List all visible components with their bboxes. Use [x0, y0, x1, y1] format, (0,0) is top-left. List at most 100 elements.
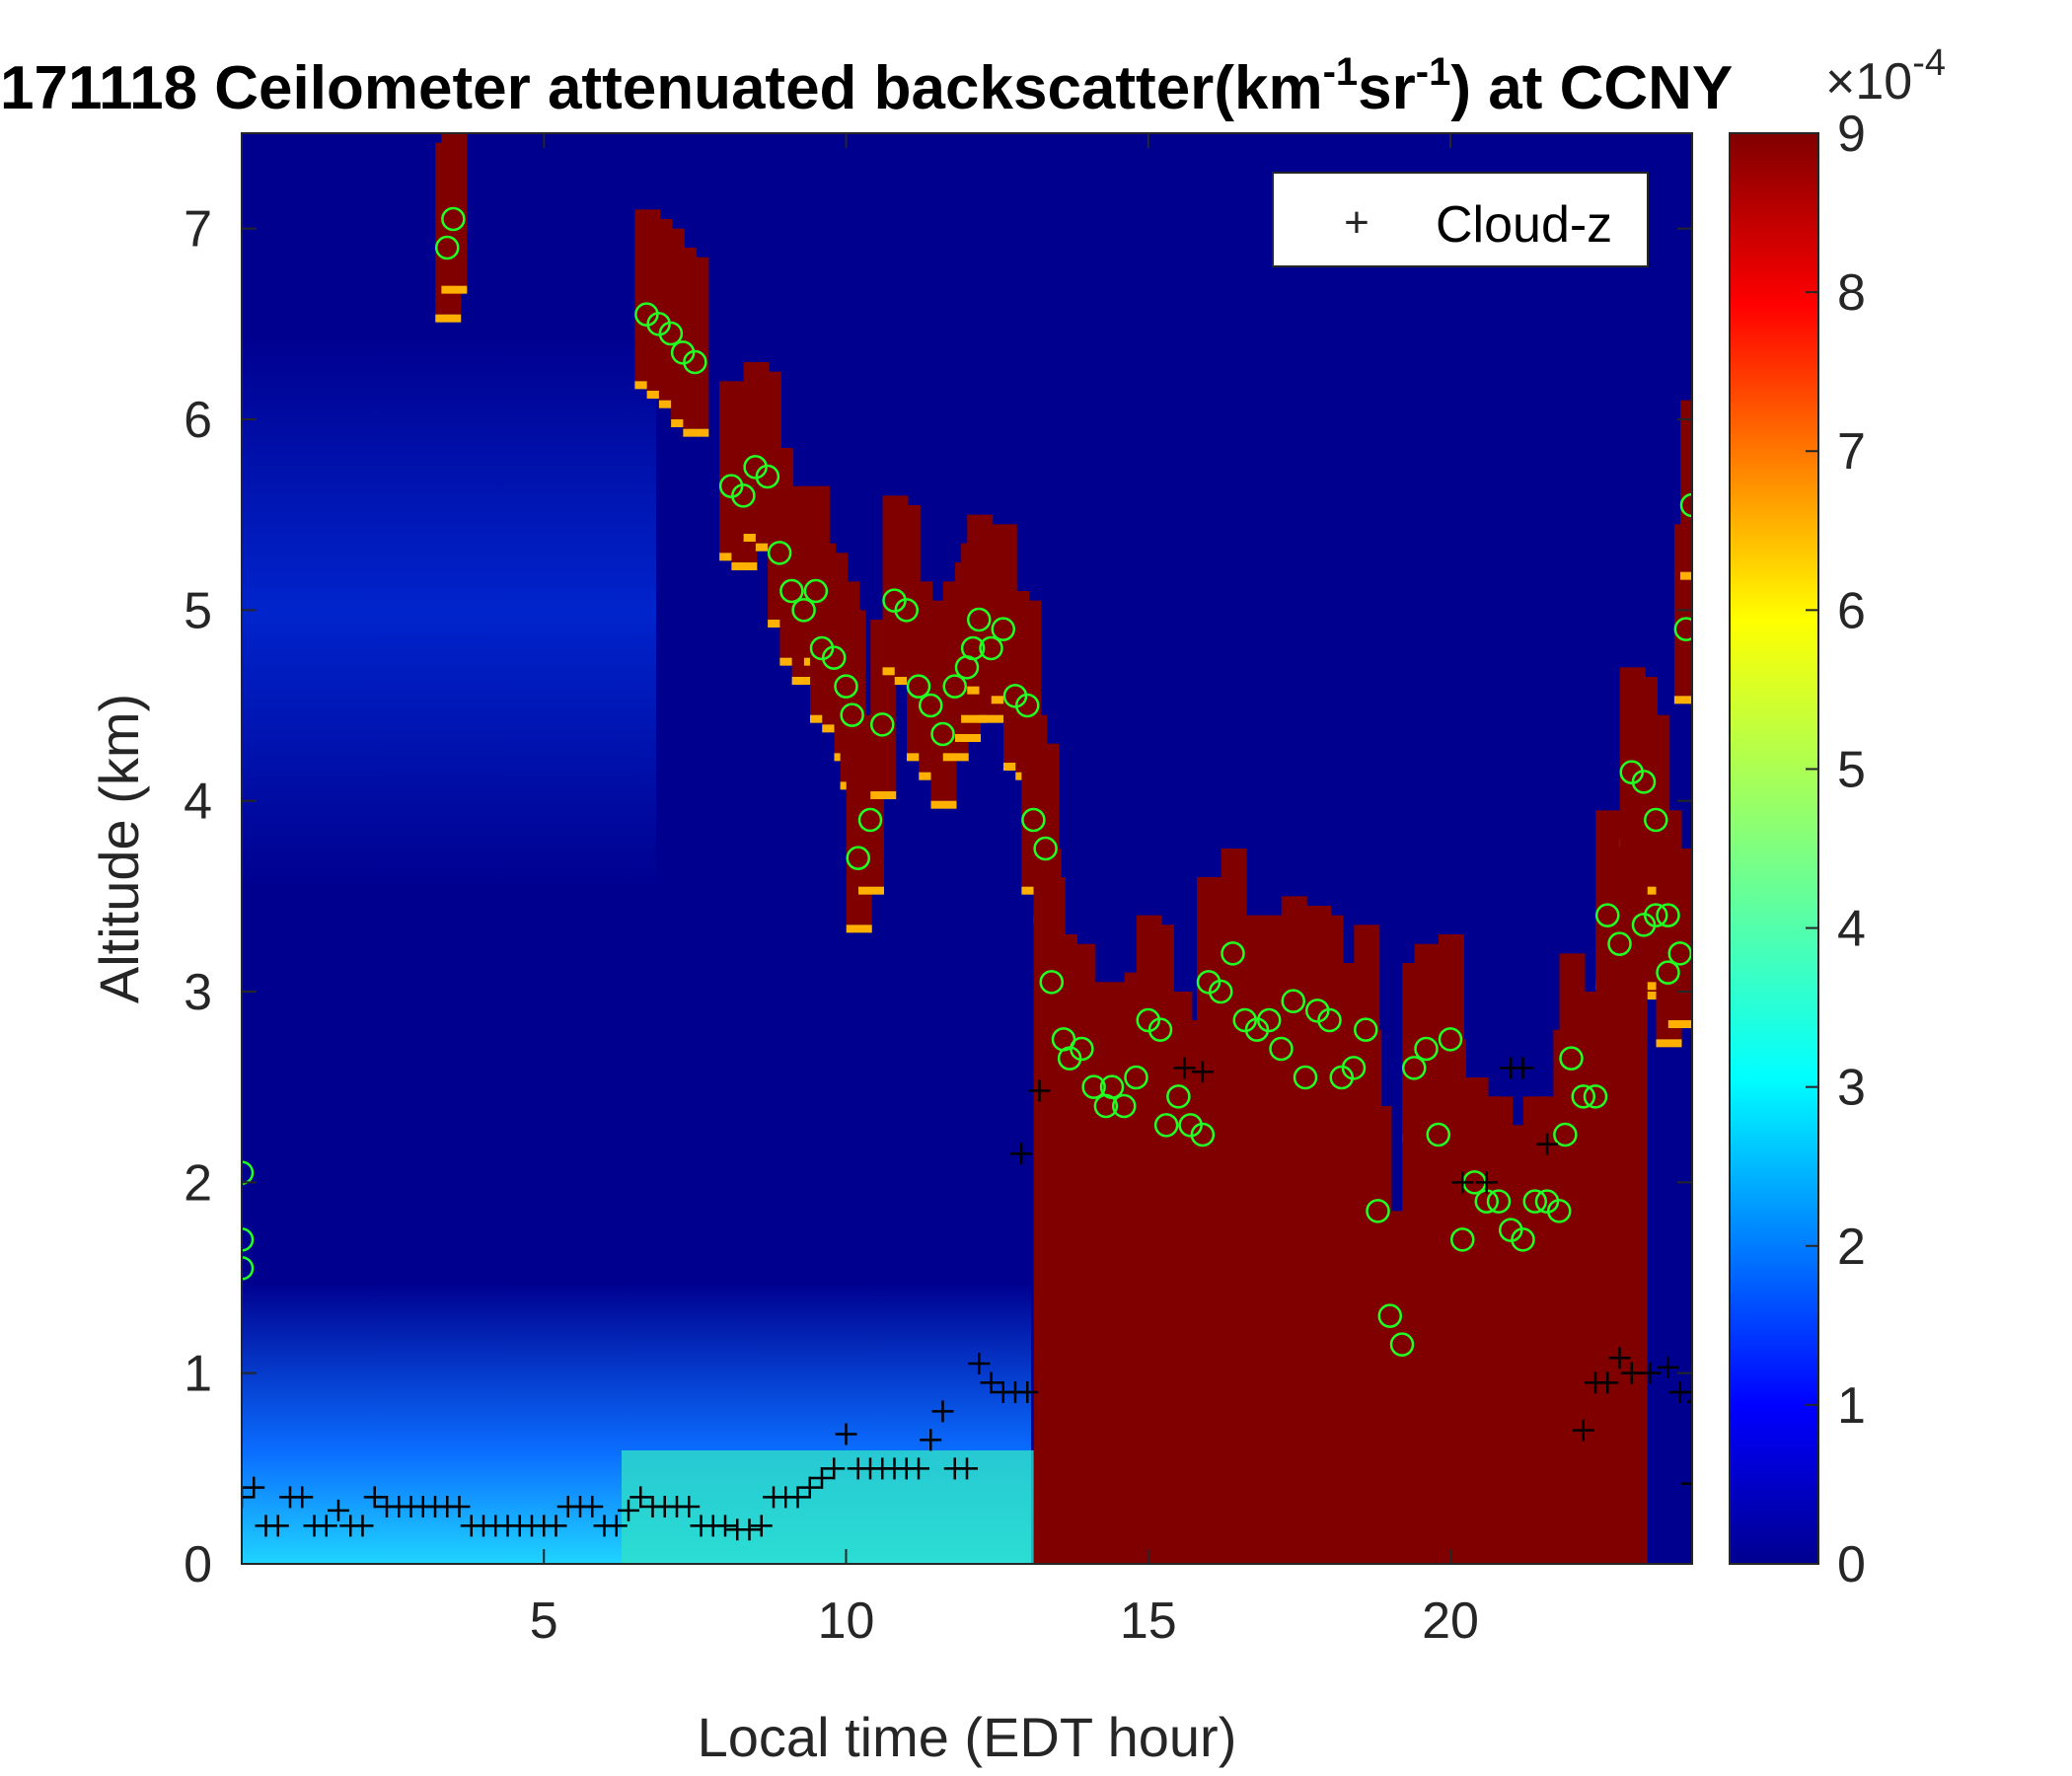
cloud-base-circle: [1607, 931, 1632, 956]
cloud-z-marker: [811, 1467, 833, 1489]
cloud-base-circle: [834, 674, 858, 699]
cloud-block-edge: [846, 925, 872, 933]
cloud-base-circle: [242, 1256, 255, 1281]
cloud-base-circle: [906, 674, 931, 699]
cloud-block-group: [435, 133, 1692, 1564]
cloud-base-circle: [1081, 1074, 1106, 1099]
cloud-base-circle: [1656, 960, 1680, 985]
cloud-z-marker: [678, 1496, 701, 1517]
cloud-base-circle: [683, 349, 707, 375]
cloud-base-circle: [870, 712, 895, 737]
cloud-z-marker: [1596, 1371, 1619, 1394]
y-tick-label: 4: [184, 774, 212, 831]
x-tick-label: 15: [1120, 1592, 1177, 1650]
y-axis-label: Altitude (km): [88, 694, 150, 1003]
cloud-z-marker: [243, 1476, 265, 1499]
cloud-z-marker: [1639, 1362, 1662, 1384]
cloud-base-circle: [1124, 1065, 1148, 1090]
cloud-base-circle: [1281, 989, 1305, 1013]
colorbar-tick-label: 4: [1837, 901, 1866, 958]
cloud-base-circle: [1389, 1332, 1415, 1357]
x-axis-label: Local time (EDT hour): [698, 1706, 1237, 1768]
cloud-base-circle: [1033, 836, 1058, 861]
cloud-base-circle: [1619, 760, 1644, 784]
cloud-z-marker: [968, 1353, 991, 1374]
cloud-base-circle: [791, 598, 816, 623]
cloud-z-marker: [1028, 1079, 1051, 1102]
cloud-z-marker: [931, 1400, 954, 1423]
cloud-base-circle: [1377, 1303, 1402, 1328]
cloud-block-edge: [791, 677, 818, 685]
cloud-deck-column: [1619, 772, 1648, 1564]
colorbar-tick-label: 2: [1837, 1219, 1866, 1276]
cloud-base-circle: [1190, 1122, 1216, 1147]
chart-title: 171118 Ceilometer attenuated backscatter…: [0, 50, 1733, 122]
cloud-base-circle: [743, 455, 768, 480]
cloud-z-marker: [1536, 1133, 1558, 1155]
cloud-block-edge: [1680, 571, 1692, 580]
cloud-base-circle: [1166, 1084, 1191, 1109]
cloud-base-circle: [1021, 807, 1046, 833]
cloud-block: [1667, 849, 1692, 1020]
cloud-z-marker: [351, 1515, 374, 1537]
cloud-base-circle: [670, 340, 696, 365]
cloud-base-circle: [1329, 1065, 1354, 1090]
cloud-base-circle: [1305, 999, 1330, 1023]
cloud-z-marker: [545, 1515, 567, 1537]
cloud-block-edge: [979, 714, 1005, 723]
y-tick-label: 0: [184, 1536, 212, 1593]
cloud-z-marker: [750, 1515, 773, 1537]
cloud-base-circle: [1402, 1056, 1427, 1080]
cloud-base-circle: [1354, 1017, 1378, 1042]
cloud-z-marker: [1191, 1061, 1214, 1083]
colorbar: 0 1 2 3 4 5 6 7 8 9 ×10-4: [1729, 42, 1946, 1593]
cloud-base-circle: [1257, 1007, 1282, 1033]
colorbar-tick-label: 8: [1837, 264, 1866, 322]
y-axis-ticks: 0 1 2 3 4 5 6 7: [184, 201, 1692, 1593]
cloud-base-circle: [1099, 1074, 1125, 1099]
colorbar-tick-label: 0: [1837, 1536, 1866, 1593]
cloud-z-marker: [629, 1486, 652, 1509]
cloud-z-marker: [1475, 1171, 1498, 1194]
cloud-base-circle: [1656, 903, 1680, 927]
cloud-base-circle: [1178, 1113, 1203, 1138]
cloud-base-circle: [1667, 941, 1692, 966]
cloud-z-marker: [835, 1423, 857, 1445]
cloud-base-circle: [919, 693, 943, 718]
cloud-base-circle: [1486, 1189, 1512, 1214]
cloud-base-circle-group: [242, 206, 1692, 1357]
cloud-base-circle: [1571, 1084, 1595, 1109]
cloud-base-circle: [1015, 693, 1040, 718]
cloud-base-circle: [846, 846, 870, 870]
x-tick-label: 5: [530, 1592, 558, 1650]
cloud-base-circle: [930, 721, 955, 747]
cloud-z-marker: [1173, 1057, 1196, 1079]
cloud-block-edge: [942, 753, 969, 762]
cloud-base-circle: [979, 635, 1003, 661]
cloud-base-circle: [822, 645, 847, 670]
cloud-z-marker: [605, 1515, 628, 1537]
cloud-base-circle: [1002, 684, 1028, 708]
x-axis-ticks: 5 10 15 20: [530, 133, 1479, 1650]
cloud-base-circle: [1553, 1122, 1578, 1147]
cloud-base-circle: [1112, 1093, 1137, 1119]
cloud-base-circle: [1414, 1036, 1439, 1062]
cloud-z-marker: [920, 1429, 942, 1451]
cloud-block-edge: [870, 791, 897, 799]
cloud-z-marker: [1451, 1171, 1474, 1194]
cloud-base-circle: [1644, 903, 1668, 927]
cloud-block-edge: [731, 562, 758, 570]
colorbar-tick-label: 7: [1837, 423, 1866, 481]
cloud-block-edge: [1656, 1039, 1682, 1048]
x-tick-label: 20: [1422, 1592, 1479, 1650]
cloud-block-edge: [1673, 696, 1692, 704]
cloud-base-circle: [1522, 1189, 1547, 1214]
cloud-base-circle: [1136, 1007, 1160, 1033]
cloud-base-circle: [1438, 1027, 1463, 1052]
cloud-block-edge: [1667, 1020, 1692, 1028]
colorbar-ticks: 0 1 2 3 4 5 6 7 8 9: [1806, 106, 1866, 1593]
cloud-base-circle: [1426, 1122, 1450, 1147]
legend-marker: +: [1344, 198, 1369, 247]
cloud-base-circle: [1595, 903, 1620, 927]
plot-frame: [241, 132, 1693, 1565]
